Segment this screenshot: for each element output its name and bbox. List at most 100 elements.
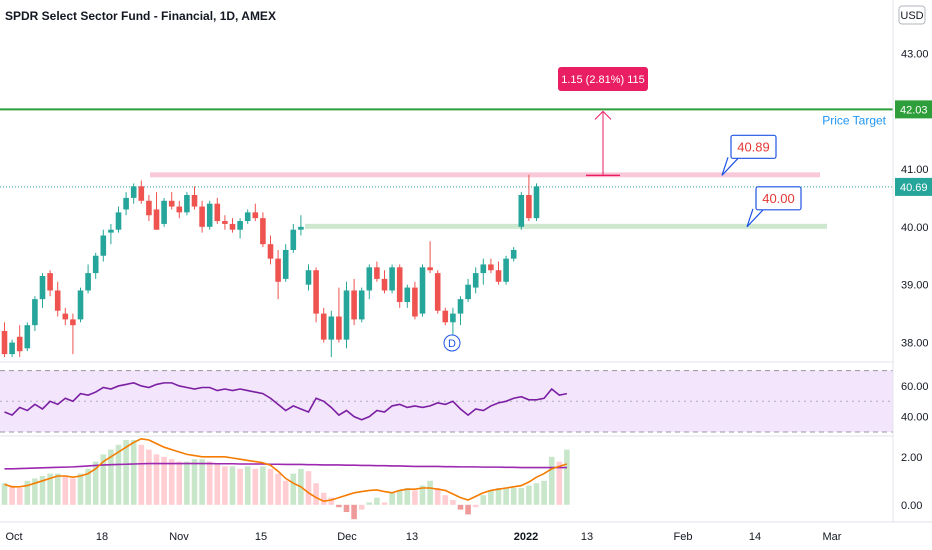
time-tick-label: Feb xyxy=(674,531,693,543)
time-tick-label: Mar xyxy=(823,531,842,543)
candle-body xyxy=(381,278,388,291)
candle-body xyxy=(9,342,15,355)
histogram-bar xyxy=(184,461,190,505)
candle-body xyxy=(518,195,525,227)
histogram-bar xyxy=(108,449,114,505)
callout-box xyxy=(755,186,802,211)
histogram-bar xyxy=(16,488,23,505)
histogram-bar xyxy=(404,488,411,505)
currency-button[interactable] xyxy=(898,5,926,25)
resistance-zone xyxy=(150,172,820,178)
candle-body xyxy=(465,284,471,300)
candle-body xyxy=(290,229,297,250)
histogram-bar xyxy=(214,464,221,505)
candle-body xyxy=(47,273,53,291)
candle-body xyxy=(39,276,46,300)
time-tick-label: Nov xyxy=(169,531,189,543)
price-target-axis-badge xyxy=(895,100,932,119)
candle-body xyxy=(176,206,183,213)
candle-body xyxy=(488,264,494,271)
price-tick-label: 41.00 xyxy=(901,164,929,176)
histogram-bar xyxy=(320,492,327,505)
histogram-bar xyxy=(358,504,365,510)
histogram-bar xyxy=(47,473,53,505)
candle-body xyxy=(184,195,190,213)
histogram-bar xyxy=(457,504,464,510)
histogram-bar xyxy=(427,480,433,505)
histogram-bar xyxy=(168,459,175,505)
candle-body xyxy=(252,212,259,219)
candle-body xyxy=(146,200,152,216)
histogram-bar xyxy=(70,478,76,505)
support-zone xyxy=(305,223,827,229)
time-tick-label: Oct xyxy=(5,531,22,543)
candle-body xyxy=(472,273,479,288)
histogram-bar xyxy=(62,476,69,505)
candle-body xyxy=(85,273,91,291)
candle-body xyxy=(419,267,426,314)
price-target-axis-label: 42.03 xyxy=(900,104,928,116)
macd-line xyxy=(4,437,568,503)
candle-body xyxy=(533,186,540,219)
time-tick-label: 15 xyxy=(255,531,267,543)
histogram-bar xyxy=(252,468,259,505)
histogram-bar xyxy=(275,473,281,505)
histogram-bar xyxy=(115,444,122,505)
rsi-pane[interactable] xyxy=(0,370,893,433)
main-pane[interactable]: Price Target 1.15 (2.81%) 115 40.89 40.00 D xyxy=(0,67,893,357)
candle-body xyxy=(320,313,327,340)
currency-label: USD xyxy=(900,10,923,22)
histogram-bar xyxy=(351,504,357,520)
candle-body xyxy=(275,258,281,282)
callout-label: 40.00 xyxy=(762,191,795,206)
candle-body xyxy=(389,267,395,291)
candle-body xyxy=(32,299,38,326)
candle-body xyxy=(206,203,213,227)
histogram-bar xyxy=(450,500,456,505)
histogram-bar xyxy=(32,478,38,505)
measure-box xyxy=(558,67,648,91)
histogram-bar xyxy=(244,466,251,505)
time-tick-label: 13 xyxy=(581,531,593,543)
candle-body xyxy=(16,336,23,352)
histogram-bar xyxy=(488,490,494,505)
candle-body xyxy=(168,200,175,207)
histogram-bar xyxy=(381,502,388,505)
candle-body xyxy=(298,226,304,230)
histogram-bar xyxy=(282,480,289,505)
time-tick-label: 14 xyxy=(749,531,761,543)
candle-body xyxy=(54,290,61,311)
histogram-bar xyxy=(412,490,418,505)
candle-body xyxy=(427,267,433,271)
histogram-bar xyxy=(123,440,129,505)
histogram-bar xyxy=(510,488,517,505)
candle-body xyxy=(328,316,335,340)
histogram-bar xyxy=(77,473,84,505)
histogram-bar xyxy=(260,466,266,505)
candle-body xyxy=(214,203,221,222)
candle-body xyxy=(199,206,205,227)
histogram-bar xyxy=(541,480,547,505)
candle-body xyxy=(108,229,114,233)
candle-body xyxy=(161,200,167,224)
histogram-bar xyxy=(290,473,297,505)
candle-body xyxy=(366,267,373,291)
histogram-bar xyxy=(9,485,15,505)
measure-arrowhead xyxy=(594,110,612,120)
histogram-bar xyxy=(176,461,183,505)
candle-body xyxy=(336,316,342,340)
candle-body xyxy=(412,287,418,317)
candle-body xyxy=(510,249,517,259)
histogram-bar xyxy=(1,483,8,505)
macd-pane[interactable] xyxy=(1,437,570,520)
candle-body xyxy=(1,330,8,355)
candle-body xyxy=(62,313,69,320)
histogram-bar xyxy=(374,497,380,505)
histogram-bar xyxy=(503,488,509,505)
callout-pointer xyxy=(721,156,740,176)
histogram-bar xyxy=(138,444,145,505)
histogram-bar xyxy=(222,466,228,505)
histogram-bar xyxy=(548,456,555,505)
candle-body xyxy=(244,212,251,222)
